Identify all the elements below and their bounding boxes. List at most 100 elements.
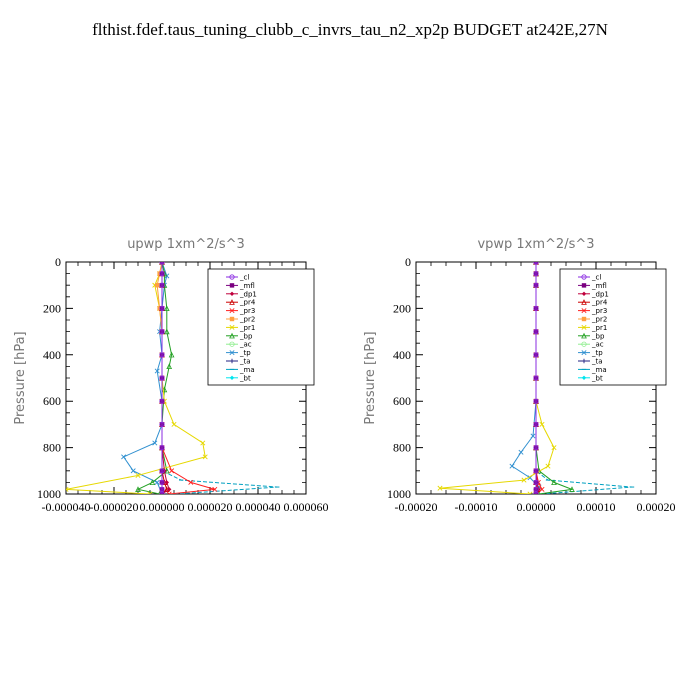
- legend-marker: [229, 283, 235, 288]
- data-point: [159, 262, 165, 265]
- data-point: [154, 479, 160, 485]
- data-point: [533, 421, 539, 427]
- legend-marker: [229, 375, 235, 380]
- legend-marker: [581, 332, 587, 339]
- data-point: [533, 262, 539, 265]
- data-point: [533, 375, 539, 381]
- y-tick-label: 800: [43, 441, 61, 455]
- legend: _cl_mfl_dp1_pr4_pr3_pr2_pr1_bp_ac_tp_ta_…: [207, 268, 315, 386]
- legend-item: _pr4: [578, 299, 608, 307]
- y-tick-label: 200: [393, 301, 411, 315]
- legend-item: _pr2: [578, 316, 607, 324]
- legend-marker: [229, 332, 235, 339]
- legend-label: _pr2: [591, 316, 607, 324]
- legend-label: _pr1: [239, 324, 255, 332]
- data-point: [121, 454, 127, 460]
- series-line: [122, 262, 168, 494]
- series-cl: [159, 262, 165, 494]
- y-axis-label: Pressure [hPa]: [13, 331, 28, 424]
- legend-item: _tp: [226, 349, 251, 357]
- legend-marker: [229, 291, 235, 296]
- legend-marker: [229, 358, 235, 364]
- data-point: [66, 486, 69, 492]
- legend-item: _dp1: [578, 290, 609, 298]
- y-tick-label: 400: [43, 348, 61, 362]
- data-point: [159, 352, 165, 358]
- y-tick-label: 1000: [387, 487, 411, 501]
- legend-item: _bp: [226, 332, 253, 340]
- data-point: [518, 449, 524, 455]
- data-point: [159, 270, 165, 277]
- legend-label: _ac: [591, 341, 604, 349]
- legend-label: _tp: [239, 349, 251, 357]
- series-line: [66, 262, 206, 494]
- x-tick-label: 0.00010: [577, 500, 616, 514]
- data-point: [533, 468, 539, 474]
- data-point: [533, 305, 539, 311]
- series-cl: [533, 262, 539, 494]
- y-tick-label: 0: [55, 255, 61, 269]
- data-point: [533, 479, 539, 485]
- legend-item: _ac: [578, 341, 604, 349]
- data-point: [509, 463, 515, 469]
- legend-label: _pr4: [591, 299, 608, 307]
- series-line: [161, 262, 215, 494]
- data-point: [545, 463, 551, 469]
- legend-item: _cl: [578, 274, 601, 282]
- legend-item: _mfl: [578, 282, 607, 290]
- data-point: [159, 282, 165, 288]
- chart-panel-vpwp: vpwp 1xm^2/s^3 Pressure [hPa] 0 200 400 600 80…: [363, 237, 676, 514]
- y-tick-label: 0: [405, 255, 411, 269]
- legend-label: _ac: [239, 341, 252, 349]
- x-tick-label: 0.000000: [140, 500, 185, 514]
- legend-marker: [581, 341, 587, 347]
- data-point: [159, 468, 165, 474]
- data-point: [171, 421, 177, 427]
- legend-label: _ma: [591, 366, 607, 374]
- y-tick-label: 400: [393, 348, 411, 362]
- x-tick-label: 0.000040: [236, 500, 281, 514]
- legend-label: _bp: [591, 332, 605, 340]
- figure-title: flthist.fdef.taus_tuning_clubb_c_invrs_t…: [92, 20, 608, 39]
- legend-label: _mfl: [239, 282, 255, 290]
- data-point: [533, 328, 539, 335]
- legend-label: _ma: [239, 366, 255, 374]
- legend-label: _bt: [239, 374, 251, 382]
- x-tick-label: -0.00010: [455, 500, 498, 514]
- legend-item: _ma: [578, 366, 607, 374]
- data-point: [569, 486, 575, 492]
- legend-label: _tp: [591, 349, 603, 357]
- data-point: [166, 491, 172, 494]
- data-point: [155, 283, 160, 288]
- data-point: [159, 328, 165, 335]
- legend-label: _mfl: [591, 282, 607, 290]
- panel-title: upwp 1xm^2/s^3: [127, 237, 245, 252]
- panel-title: vpwp 1xm^2/s^3: [477, 237, 594, 252]
- legend-label: _cl: [239, 274, 249, 282]
- series-pr1: [66, 262, 208, 494]
- data-point: [533, 491, 539, 494]
- legend-label: _pr4: [239, 299, 256, 307]
- legend-label: _pr3: [239, 307, 255, 315]
- y-tick-label: 800: [393, 441, 411, 455]
- legend-item: _pr4: [226, 299, 256, 307]
- legend-marker: [581, 375, 587, 380]
- legend-marker: [229, 274, 235, 280]
- data-point: [163, 328, 170, 335]
- x-tick-label: -0.000020: [90, 500, 139, 514]
- legend-item: _pr2: [226, 316, 255, 324]
- legend-item: _pr1: [578, 324, 607, 332]
- x-tick-label: -0.000040: [42, 500, 91, 514]
- legend-marker: [581, 316, 587, 322]
- legend-marker: [581, 299, 587, 305]
- legend-label: _bt: [591, 374, 603, 382]
- chart-panel-upwp: upwp 1xm^2/s^3 Pressure [hPa] 0 200 400 600 80…: [13, 237, 329, 514]
- legend-item: _tp: [578, 349, 603, 357]
- data-point: [159, 491, 165, 494]
- legend-marker: [581, 358, 587, 364]
- legend-marker: [581, 274, 587, 280]
- data-point: [159, 444, 165, 451]
- data-point: [521, 477, 527, 483]
- data-point: [533, 352, 539, 358]
